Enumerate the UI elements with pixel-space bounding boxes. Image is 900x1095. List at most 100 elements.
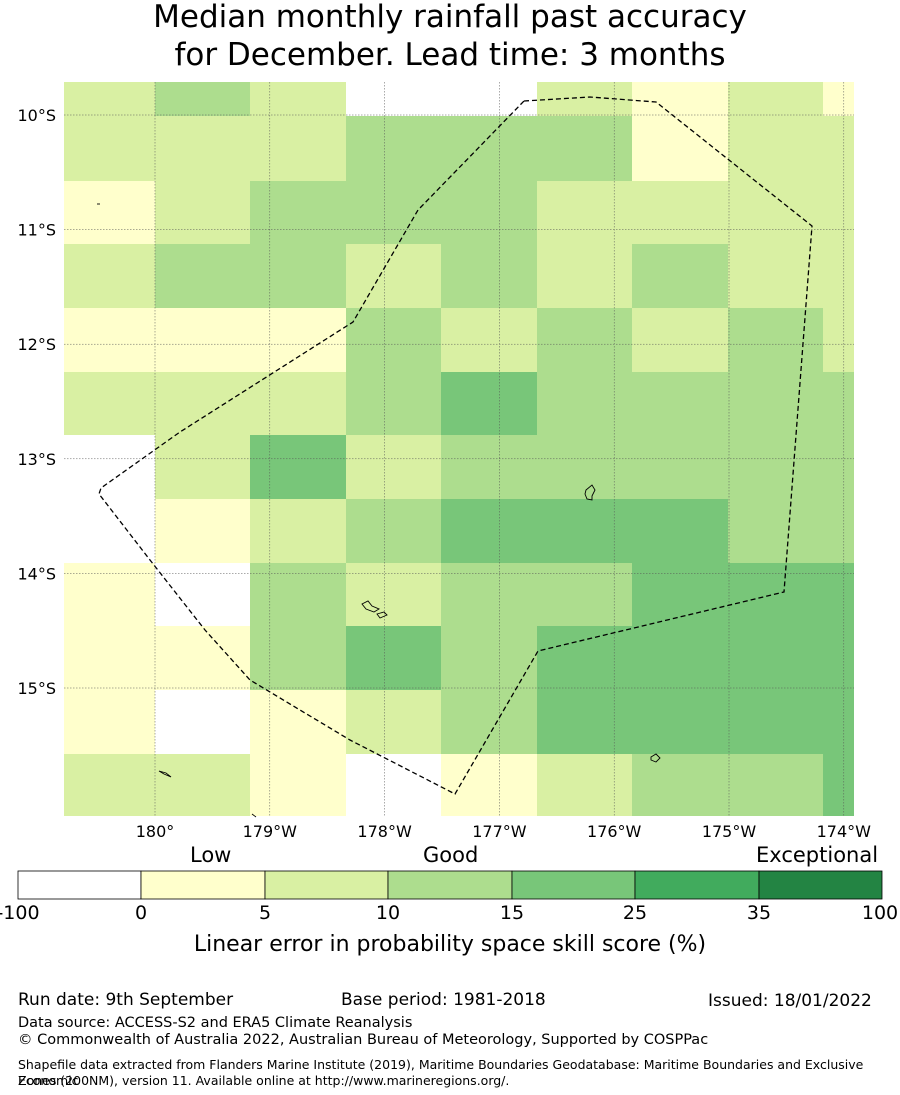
colorbar-tick: 100 [861, 902, 899, 924]
skill-cell [155, 626, 250, 690]
skill-cell [632, 499, 728, 563]
skill-cell [823, 82, 854, 116]
skill-cell [441, 563, 537, 626]
colorbar-tier-exceptional: Exceptional [756, 843, 879, 867]
island-3 [376, 611, 388, 619]
skill-cell [155, 499, 250, 563]
skill-cell [537, 626, 632, 690]
skill-cell [441, 181, 537, 244]
skill-cell [155, 690, 250, 754]
skill-cell [346, 754, 441, 816]
skill-grid [64, 82, 854, 816]
skill-cell [441, 244, 537, 308]
skill-cell [537, 244, 632, 308]
skill-cell [823, 435, 854, 499]
island-2 [361, 600, 380, 613]
lat-tick-label: 15°S [17, 679, 56, 698]
skill-cell [632, 563, 728, 626]
skill-cell [441, 435, 537, 499]
skill-cell [346, 244, 441, 308]
skill-cell [632, 754, 728, 816]
skill-cell [250, 308, 346, 372]
issued-date: Issued: 18/01/2022 [708, 991, 872, 1011]
skill-cell [728, 308, 823, 372]
map-title-line-1: Median monthly rainfall past accuracy [153, 0, 747, 35]
skill-cell [823, 244, 854, 308]
skill-cell [64, 372, 155, 435]
shapefile-credit-line-1: Shapefile data extracted from Flanders M… [18, 1057, 864, 1088]
skill-cell [346, 435, 441, 499]
colorbar-segment [17, 870, 142, 900]
skill-cell [250, 435, 346, 499]
skill-cell [64, 499, 155, 563]
skill-cell [64, 690, 155, 754]
colorbar-segment [511, 870, 636, 900]
skill-cell [346, 563, 441, 626]
skill-cell [441, 499, 537, 563]
colorbar-tick: 15 [499, 902, 525, 924]
copyright: © Commonwealth of Australia 2022, Austra… [18, 1032, 709, 1048]
base-period: Base period: 1981-2018 [341, 990, 546, 1010]
skill-cell [64, 563, 155, 626]
lon-tick-label: 177°W [472, 822, 527, 841]
skill-cell [632, 116, 728, 181]
longitude-labels: 180° 179°W 178°W 177°W 176°W 175°W 174°W [136, 822, 871, 841]
skill-cell [728, 244, 823, 308]
skill-cell [250, 82, 346, 116]
skill-cell [537, 754, 632, 816]
skill-cell [250, 754, 346, 816]
skill-cell [728, 372, 823, 435]
lat-tick-label: 10°S [17, 106, 56, 125]
lon-tick-label: 175°W [702, 822, 757, 841]
skill-cell [155, 82, 250, 116]
skill-cell [537, 563, 632, 626]
colorbar-segment [634, 870, 760, 900]
colorbar [17, 870, 883, 900]
skill-score-map: 10°S11°S12°S13°S14°S15°S 180° 179°W 178°W 1… [17, 82, 871, 841]
lat-tick-label: 12°S [17, 335, 56, 354]
skill-cell [823, 754, 854, 816]
skill-cell [346, 690, 441, 754]
skill-cell [155, 308, 250, 372]
lat-tick-label: 13°S [17, 450, 56, 469]
colorbar-segment [387, 870, 513, 900]
skill-cell [632, 372, 728, 435]
lon-tick-label: 176°W [587, 822, 642, 841]
skill-cell [537, 435, 632, 499]
skill-cell [155, 181, 250, 244]
skill-cell [823, 499, 854, 563]
skill-cell [537, 308, 632, 372]
skill-cell [632, 82, 728, 116]
skill-cell [823, 181, 854, 244]
skill-cell [728, 82, 823, 116]
skill-cell [155, 372, 250, 435]
skill-cell [250, 499, 346, 563]
data-source: Data source: ACCESS-S2 and ERA5 Climate … [18, 1015, 413, 1031]
skill-cell [346, 82, 441, 116]
lon-tick-label: 179°W [243, 822, 298, 841]
skill-cell [632, 435, 728, 499]
colorbar-tick: 0 [134, 902, 148, 924]
skill-cell [728, 435, 823, 499]
map-title-line-2: for December. Lead time: 3 months [174, 37, 726, 73]
skill-cell [537, 116, 632, 181]
skill-cell [64, 435, 155, 499]
skill-cell [155, 435, 250, 499]
skill-cell [632, 690, 728, 754]
skill-cell [441, 82, 537, 116]
island-7 [251, 813, 257, 818]
skill-cell [441, 308, 537, 372]
skill-cell [823, 308, 854, 372]
lon-tick-label: 174°W [817, 822, 872, 841]
colorbar-tick: 10 [375, 902, 401, 924]
skill-cell [728, 116, 823, 181]
skill-cell [250, 626, 346, 690]
colorbar-tick: 35 [746, 902, 772, 924]
skill-cell [537, 690, 632, 754]
lon-tick-label: 178°W [357, 822, 412, 841]
colorbar-segment [264, 870, 389, 900]
skill-cell [250, 244, 346, 308]
skill-cell [537, 499, 632, 563]
lon-tick-label: 180° [136, 822, 175, 841]
skill-cell [632, 244, 728, 308]
